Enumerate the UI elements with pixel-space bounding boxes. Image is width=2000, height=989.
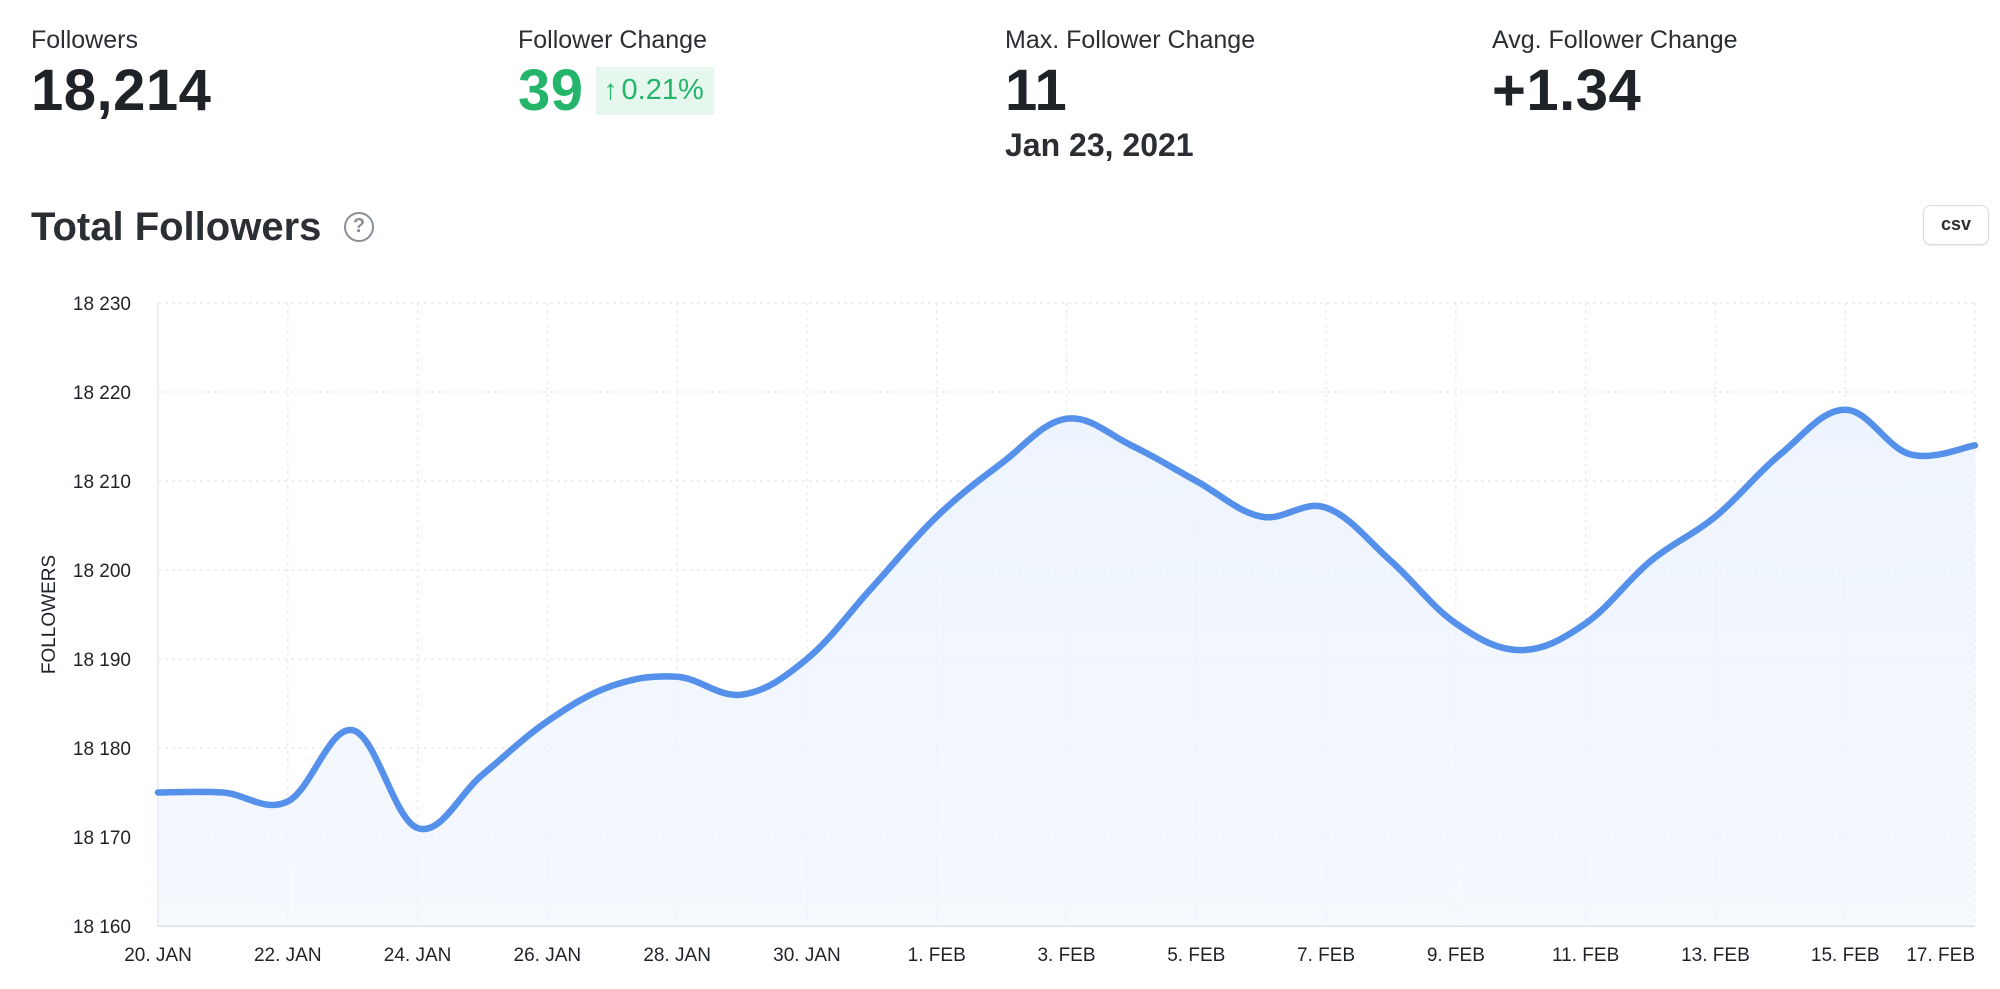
data-point	[1128, 442, 1134, 448]
x-tick-label: 28. JAN	[643, 945, 711, 966]
csv-export-button[interactable]: csv	[1923, 205, 1989, 245]
data-point	[869, 585, 875, 591]
x-tick-label: 5. FEB	[1167, 945, 1225, 966]
stat-value: +1.34	[1492, 58, 1642, 123]
data-point	[1518, 647, 1524, 653]
data-point	[350, 727, 356, 733]
data-point	[415, 825, 421, 831]
y-tick-label: 18 180	[73, 739, 131, 760]
data-point	[739, 692, 745, 698]
data-point	[934, 514, 940, 520]
data-point	[1583, 620, 1589, 626]
data-point	[1064, 416, 1070, 422]
stat-label: Avg. Follower Change	[1492, 26, 1738, 54]
x-tick-label: 17. FEB	[1906, 945, 1975, 966]
x-tick-label: 26. JAN	[514, 945, 582, 966]
stat-label: Followers	[31, 26, 138, 54]
data-point	[1777, 451, 1783, 457]
data-point	[544, 718, 550, 724]
y-tick-label: 18 160	[73, 917, 131, 938]
change-percent: 0.21%	[621, 74, 704, 106]
series-area	[158, 409, 1975, 926]
x-tick-label: 30. JAN	[773, 945, 841, 966]
x-tick-label: 9. FEB	[1427, 945, 1485, 966]
data-point	[1193, 478, 1199, 484]
data-point	[155, 790, 161, 796]
data-point	[220, 790, 226, 796]
data-point	[1388, 558, 1394, 564]
y-axis-title: FOLLOWERS	[39, 555, 60, 674]
data-point	[1648, 558, 1654, 564]
x-tick-label: 13. FEB	[1681, 945, 1750, 966]
stat-avg-change: Avg. Follower Change +1.34	[1492, 24, 1738, 126]
data-point	[285, 798, 291, 804]
change-badge: ↑ 0.21%	[595, 67, 714, 115]
stat-value: 18,214	[31, 58, 212, 123]
data-point	[1258, 514, 1264, 520]
data-point	[1907, 451, 1913, 457]
y-tick-label: 18 220	[73, 383, 131, 404]
y-tick-label: 18 170	[73, 828, 131, 849]
data-point	[1842, 407, 1848, 413]
data-point	[479, 772, 485, 778]
data-point	[1453, 620, 1459, 626]
stat-value: 39	[518, 58, 584, 123]
data-point	[999, 460, 1005, 466]
stats-row: Followers 18,214 Follower Change 39 ↑ 0.…	[31, 24, 1971, 164]
x-tick-label: 3. FEB	[1037, 945, 1095, 966]
x-tick-label: 11. FEB	[1552, 945, 1619, 966]
change-row: 39 ↑ 0.21%	[518, 56, 714, 126]
section-title: Total Followers	[31, 205, 322, 249]
x-tick-label: 22. JAN	[254, 945, 322, 966]
stat-date: Jan 23, 2021	[1005, 127, 1194, 163]
data-point	[804, 656, 810, 662]
stat-max-change: Max. Follower Change 11 Jan 23, 2021	[1005, 24, 1255, 164]
x-tick-label: 15. FEB	[1811, 945, 1880, 966]
data-point	[609, 683, 615, 689]
data-point	[1323, 505, 1329, 511]
y-tick-label: 18 190	[73, 650, 131, 671]
x-tick-label: 1. FEB	[908, 945, 966, 966]
stat-value: 11	[1005, 58, 1068, 123]
help-icon[interactable]: ?	[344, 212, 374, 242]
y-tick-label: 18 230	[73, 294, 131, 315]
y-tick-label: 18 200	[73, 561, 131, 582]
data-point	[674, 674, 680, 680]
x-tick-label: 7. FEB	[1297, 945, 1355, 966]
y-tick-label: 18 210	[73, 472, 131, 493]
data-point	[1972, 442, 1978, 448]
x-tick-label: 24. JAN	[384, 945, 452, 966]
data-point	[1712, 514, 1718, 520]
stat-label: Max. Follower Change	[1005, 26, 1256, 54]
stat-label: Follower Change	[518, 26, 707, 54]
stat-followers: Followers 18,214	[31, 24, 211, 126]
stat-follower-change: Follower Change 39 ↑ 0.21%	[518, 24, 714, 126]
series-line	[154, 406, 1979, 833]
x-tick-label: 20. JAN	[124, 945, 192, 966]
arrow-up-icon: ↑	[603, 74, 618, 105]
